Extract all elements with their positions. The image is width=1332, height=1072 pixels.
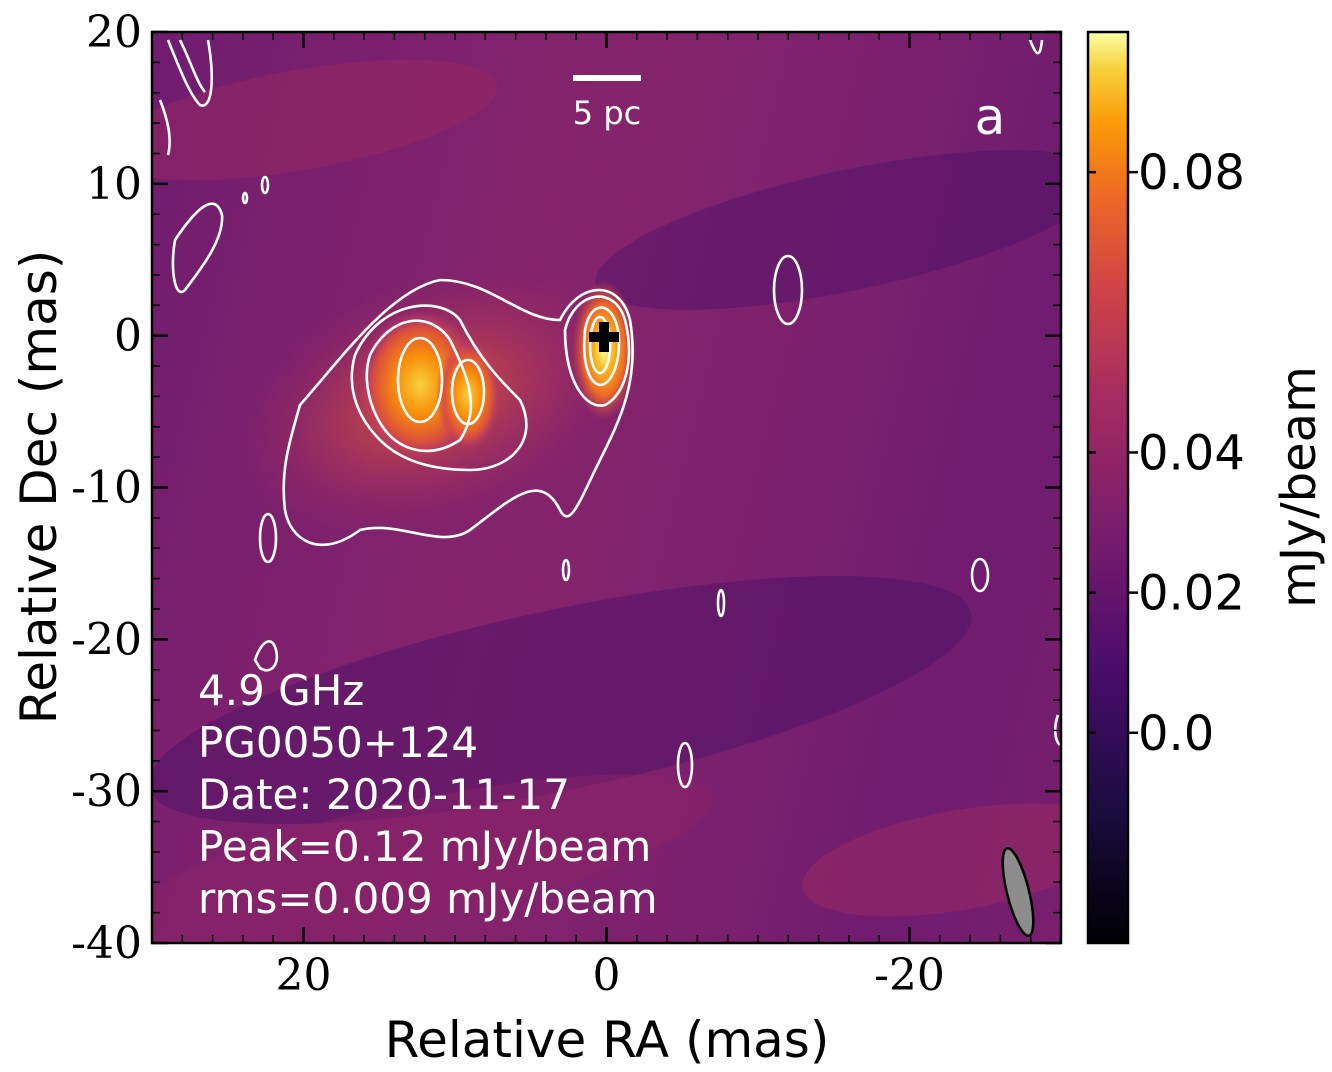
y-tick-label: 10 xyxy=(86,159,142,210)
y-tick-label: 20 xyxy=(86,7,142,58)
x-axis-title: Relative RA (mas) xyxy=(385,1011,830,1069)
contour-lines xyxy=(158,39,1061,789)
annotation-block: 4.9 GHz PG0050+124 Date: 2020-11-17 Peak… xyxy=(198,666,658,923)
y-tick-label: -30 xyxy=(71,766,142,817)
colorbar-tick-label: 0.04 xyxy=(1138,425,1245,481)
annotation-rms: rms=0.009 mJy/beam xyxy=(198,874,658,923)
colorbar-label: mJy/beam xyxy=(1271,366,1327,608)
y-tick-label: -40 xyxy=(71,918,142,969)
y-tick-label: -20 xyxy=(71,614,142,665)
map-image xyxy=(152,32,1061,943)
scale-bar: 5 pc xyxy=(573,75,641,132)
annotation-date: Date: 2020-11-17 xyxy=(198,770,570,819)
colorbar-tick-label: 0.08 xyxy=(1138,145,1245,201)
colorbar-tick-label: 0.02 xyxy=(1138,566,1245,622)
x-tick-label: 0 xyxy=(593,950,621,1001)
reference-cross-marker xyxy=(589,322,619,352)
annotation-peak: Peak=0.12 mJy/beam xyxy=(198,822,651,871)
x-tick-label: -20 xyxy=(874,950,945,1001)
annotation-frequency: 4.9 GHz xyxy=(198,666,364,715)
annotation-source: PG0050+124 xyxy=(198,718,478,767)
panel-label: a xyxy=(975,88,1006,146)
colorbar xyxy=(1086,30,1130,945)
x-tick-label: 20 xyxy=(276,950,332,1001)
axis-ticks: 20 0 -20 20 10 0 -10 -20 -30 -40 xyxy=(71,7,1062,1001)
beam-ellipse xyxy=(1001,847,1035,937)
y-tick-label: -10 xyxy=(71,463,142,514)
scale-bar-label: 5 pc xyxy=(573,94,641,132)
colorbar-tick-label: 0.0 xyxy=(1138,706,1214,762)
y-tick-label: 0 xyxy=(114,311,142,362)
y-axis-title: Relative Dec (mas) xyxy=(10,250,68,725)
colorbar-ticks: 0.08 0.04 0.02 0.0 xyxy=(1088,145,1245,762)
